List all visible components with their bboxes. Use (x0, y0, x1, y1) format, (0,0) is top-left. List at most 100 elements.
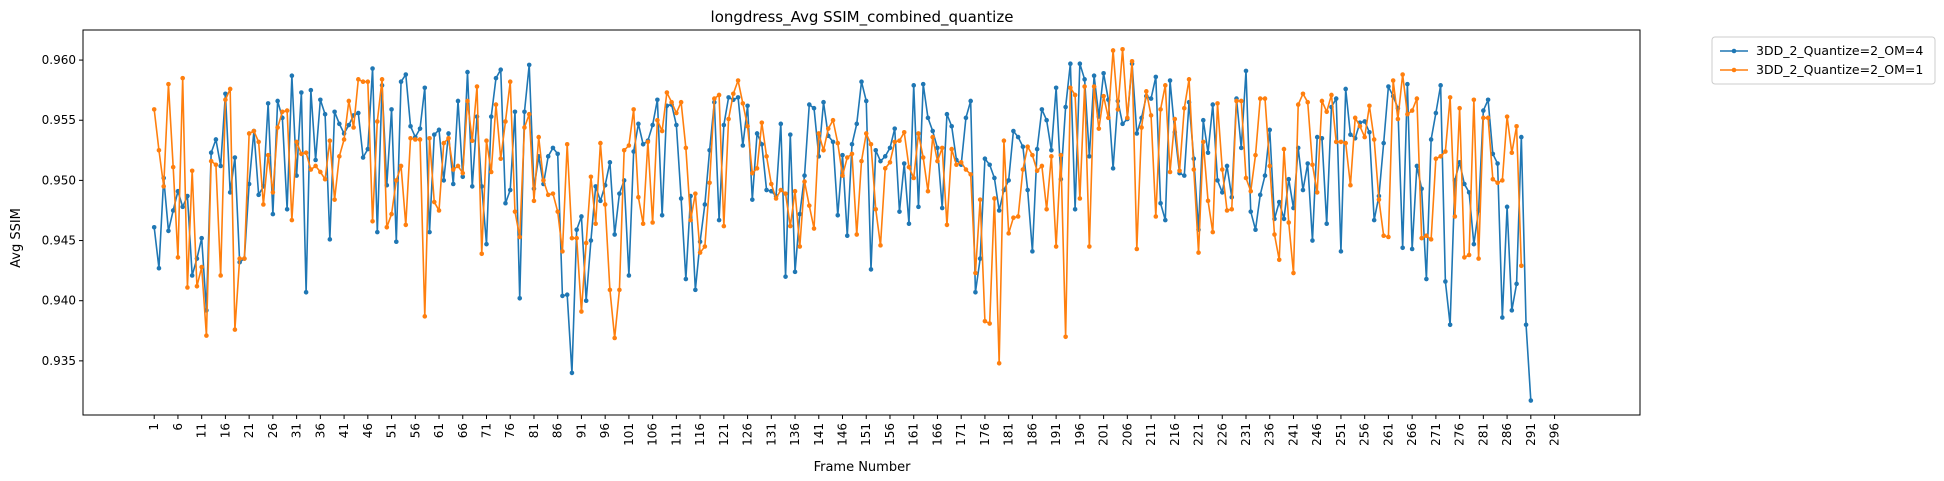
y-axis-label: Avg SSIM (9, 208, 24, 268)
legend-item: 3DD_2_Quantize=2_OM=4 (1720, 43, 1923, 58)
data-point (1020, 167, 1026, 172)
data-point (1068, 61, 1073, 66)
data-point (1504, 114, 1510, 119)
data-point (512, 109, 518, 115)
data-point (417, 137, 423, 142)
data-point (1381, 140, 1386, 146)
data-point (882, 166, 888, 171)
data-point (526, 111, 532, 117)
x-tick-label: 191 (1049, 423, 1063, 446)
data-point (925, 188, 931, 194)
data-point (199, 235, 204, 241)
data-point (1276, 199, 1282, 205)
data-point (261, 202, 266, 207)
data-point (773, 196, 779, 201)
data-point (318, 169, 323, 175)
data-point (778, 121, 784, 127)
data-point (1405, 81, 1410, 87)
data-point (1400, 245, 1405, 251)
legend-label: 3DD_2_Quantize=2_OM=1 (1756, 62, 1923, 77)
data-point (669, 99, 674, 105)
data-point (759, 142, 765, 147)
data-point (1139, 125, 1144, 130)
x-tick-label: 176 (978, 423, 992, 446)
x-tick-label: 186 (1025, 423, 1039, 446)
data-point (332, 109, 337, 115)
data-point (992, 196, 997, 201)
x-axis: 1 6 11 16 21 26 31 36 41 46 51 56 61 66 71 76 81 86 91 96 10… (147, 415, 1562, 446)
data-point (1495, 180, 1500, 186)
data-point (1352, 115, 1358, 121)
data-point (1276, 257, 1282, 263)
data-point (389, 107, 394, 112)
data-point (1243, 175, 1249, 181)
data-point (1248, 209, 1254, 214)
data-point (1191, 167, 1197, 172)
data-point (356, 110, 361, 116)
data-point (640, 142, 646, 147)
data-point (1181, 105, 1187, 111)
data-point (180, 75, 185, 81)
data-point (427, 229, 432, 235)
series-2 (151, 46, 1524, 366)
data-point (1447, 322, 1453, 328)
x-tick-label: 116 (693, 423, 707, 446)
data-point (512, 209, 518, 214)
x-tick-label: 236 (1263, 423, 1277, 446)
data-point (740, 101, 746, 106)
data-point (507, 187, 513, 193)
data-point (1495, 161, 1500, 166)
data-point (332, 197, 337, 202)
data-point (450, 181, 456, 187)
data-point (859, 79, 864, 85)
data-point (678, 99, 684, 105)
data-point (1053, 85, 1059, 91)
x-tick-label: 96 (598, 423, 612, 438)
data-point (208, 158, 214, 164)
data-point (716, 92, 722, 98)
data-point (811, 105, 817, 111)
data-point (693, 287, 698, 293)
data-point (1053, 244, 1059, 249)
data-point (1205, 198, 1211, 204)
data-point (431, 132, 437, 137)
data-point (1490, 176, 1496, 182)
x-tick-label: 296 (1548, 423, 1562, 446)
data-point (1077, 196, 1083, 201)
data-point (1215, 101, 1220, 106)
data-point (1039, 163, 1045, 169)
data-point (659, 212, 665, 218)
data-point (1158, 107, 1163, 112)
data-point (1163, 217, 1168, 223)
data-point (1177, 168, 1182, 174)
data-point (560, 293, 565, 299)
data-point (674, 110, 679, 116)
data-point (204, 333, 209, 338)
data-point (626, 273, 632, 278)
data-point (574, 227, 579, 233)
data-point (593, 221, 598, 226)
data-point (365, 79, 371, 85)
data-point (213, 137, 219, 142)
data-point (365, 146, 371, 152)
data-point (384, 225, 390, 230)
data-point (1234, 98, 1239, 104)
data-point (939, 145, 945, 151)
data-point (375, 229, 380, 235)
data-point (284, 108, 290, 113)
data-point (1196, 250, 1201, 255)
data-point (1471, 241, 1477, 247)
data-point (346, 122, 352, 128)
data-point (982, 156, 988, 162)
x-tick-label: 51 (385, 423, 399, 438)
data-point (479, 251, 485, 257)
x-tick-label: 181 (1002, 423, 1016, 446)
data-point (1030, 152, 1035, 158)
data-point (536, 134, 542, 140)
data-point (213, 162, 219, 168)
data-point (1224, 208, 1230, 213)
data-point (1186, 77, 1192, 82)
data-point (1305, 99, 1311, 105)
data-point (422, 314, 428, 319)
